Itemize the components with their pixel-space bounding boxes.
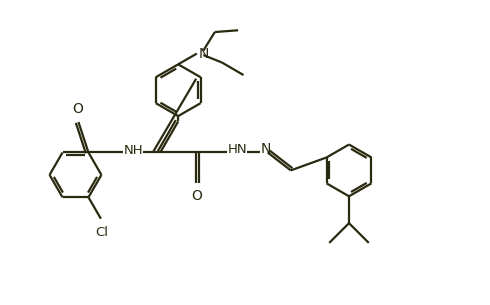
Text: O: O (72, 102, 83, 116)
Text: N: N (199, 47, 209, 61)
Text: HN: HN (228, 143, 247, 156)
Text: N: N (261, 142, 271, 156)
Text: NH: NH (123, 144, 143, 157)
Text: Cl: Cl (96, 226, 108, 239)
Text: O: O (192, 189, 202, 203)
